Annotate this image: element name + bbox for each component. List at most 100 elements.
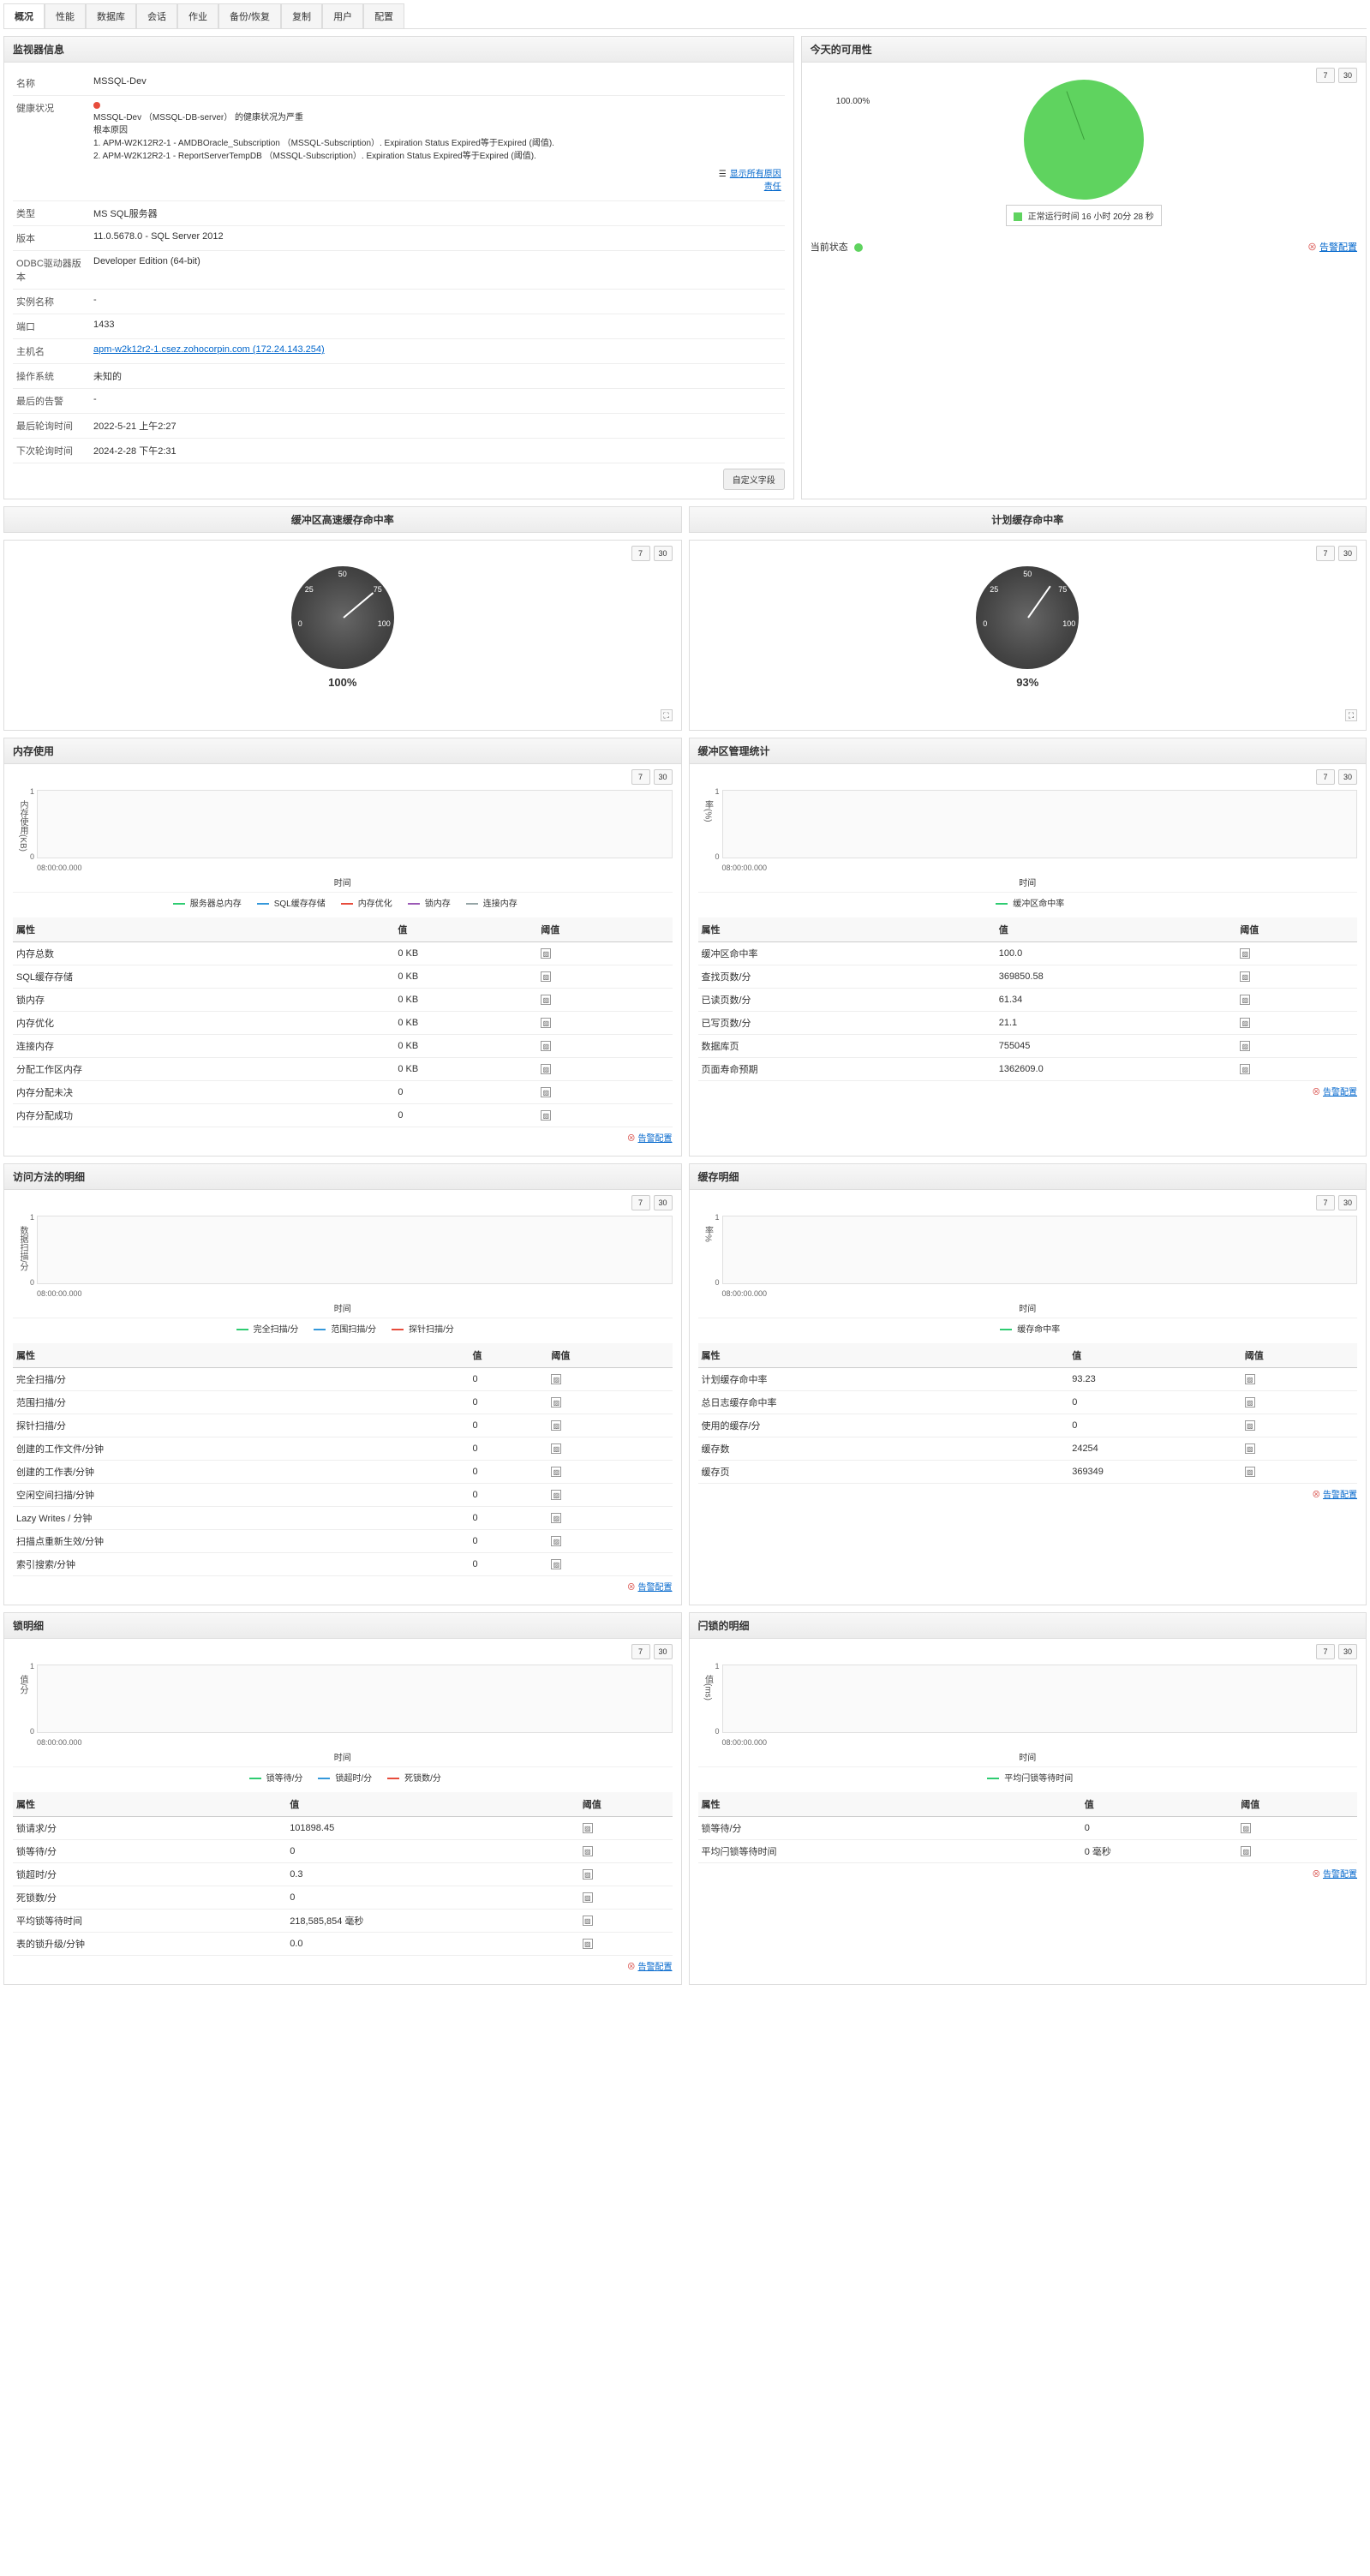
- range-30-button[interactable]: 30: [654, 546, 673, 561]
- tab-0[interactable]: 概况: [3, 3, 45, 28]
- x-start-label: 08:00:00.000: [37, 864, 673, 872]
- threshold-icon[interactable]: ▨: [1245, 1467, 1255, 1477]
- threshold-icon[interactable]: ▨: [551, 1467, 561, 1477]
- threshold-icon[interactable]: ▨: [551, 1559, 561, 1569]
- expand-icon[interactable]: ⛶: [661, 709, 673, 721]
- table-row: 锁等待/分0▨: [698, 1817, 1358, 1840]
- table-row: 锁内存0 KB▨: [13, 989, 673, 1012]
- threshold-icon[interactable]: ▨: [541, 1041, 551, 1051]
- tab-6[interactable]: 复制: [281, 3, 322, 28]
- table-row: 计划缓存命中率93.23▨: [698, 1368, 1358, 1391]
- threshold-icon[interactable]: ▨: [541, 1064, 551, 1074]
- tab-7[interactable]: 用户: [322, 3, 363, 28]
- alert-config-link[interactable]: 告警配置: [1323, 1088, 1357, 1097]
- range-7-button[interactable]: 7: [631, 1195, 650, 1210]
- data-table: 属性值阈值 计划缓存命中率93.23▨总日志缓存命中率0▨使用的缓存/分0▨缓存…: [698, 1343, 1358, 1484]
- table-row: 表的锁升级/分钟0.0▨: [13, 1933, 673, 1956]
- threshold-icon[interactable]: ▨: [1240, 1041, 1250, 1051]
- range-7-button[interactable]: 7: [631, 546, 650, 561]
- panel-title: 闩锁的明细: [690, 1613, 1367, 1639]
- threshold-icon[interactable]: ▨: [551, 1374, 561, 1384]
- threshold-icon[interactable]: ▨: [583, 1892, 593, 1903]
- alert-config-link[interactable]: 告警配置: [1323, 1870, 1357, 1880]
- buffer-cache-value: 100%: [13, 676, 673, 689]
- threshold-icon[interactable]: ▨: [1245, 1420, 1255, 1431]
- table-row: 索引搜索/分钟0▨: [13, 1553, 673, 1576]
- threshold-icon[interactable]: ▨: [1241, 1846, 1251, 1856]
- tab-8[interactable]: 配置: [363, 3, 404, 28]
- threshold-icon[interactable]: ▨: [551, 1490, 561, 1500]
- threshold-icon[interactable]: ▨: [1240, 1018, 1250, 1028]
- threshold-icon[interactable]: ▨: [583, 1869, 593, 1880]
- range-30-button[interactable]: 30: [1338, 546, 1357, 561]
- alert-config-link[interactable]: 告警配置: [638, 1583, 673, 1593]
- threshold-icon[interactable]: ▨: [551, 1513, 561, 1523]
- monitor-info-title: 监视器信息: [4, 37, 793, 63]
- range-30-button[interactable]: 30: [1338, 1644, 1357, 1659]
- threshold-icon[interactable]: ▨: [551, 1443, 561, 1454]
- show-all-reasons-link[interactable]: 显示所有原因: [730, 170, 781, 179]
- panel-title: 缓存明细: [690, 1164, 1367, 1190]
- tab-3[interactable]: 会话: [136, 3, 177, 28]
- threshold-icon[interactable]: ▨: [1240, 995, 1250, 1005]
- alert-config-link[interactable]: 告警配置: [638, 1134, 673, 1144]
- threshold-icon[interactable]: ▨: [1245, 1374, 1255, 1384]
- range-7-button[interactable]: 7: [631, 769, 650, 785]
- table-row: 锁请求/分101898.45▨: [13, 1817, 673, 1840]
- tab-bar: 概况性能数据库会话作业备份/恢复复制用户配置: [3, 3, 1367, 29]
- range-7-button[interactable]: 7: [1316, 1644, 1335, 1659]
- threshold-icon[interactable]: ▨: [583, 1823, 593, 1833]
- range-7-button[interactable]: 7: [1316, 1195, 1335, 1210]
- range-7-button[interactable]: 7: [1316, 546, 1335, 561]
- chart-legend: 缓冲区命中率: [698, 892, 1358, 912]
- range-30-button[interactable]: 30: [1338, 1195, 1357, 1210]
- tab-1[interactable]: 性能: [45, 3, 86, 28]
- table-row: 连接内存0 KB▨: [13, 1035, 673, 1058]
- range-30-button[interactable]: 30: [654, 769, 673, 785]
- range-30-button[interactable]: 30: [654, 1644, 673, 1659]
- tab-5[interactable]: 备份/恢复: [218, 3, 281, 28]
- threshold-icon[interactable]: ▨: [541, 948, 551, 959]
- x-axis-label: 时间: [698, 876, 1358, 888]
- line-chart: 10: [722, 1216, 1358, 1284]
- range-30-button[interactable]: 30: [1338, 769, 1357, 785]
- alert-config-link[interactable]: 告警配置: [1319, 242, 1357, 253]
- threshold-icon[interactable]: ▨: [541, 971, 551, 982]
- alert-config-link[interactable]: 告警配置: [638, 1963, 673, 1972]
- threshold-icon[interactable]: ▨: [1245, 1397, 1255, 1408]
- threshold-icon[interactable]: ▨: [583, 1846, 593, 1856]
- threshold-icon[interactable]: ▨: [551, 1420, 561, 1431]
- data-table: 属性值阈值 锁请求/分101898.45▨锁等待/分0▨锁超时/分0.3▨死锁数…: [13, 1792, 673, 1956]
- threshold-icon[interactable]: ▨: [551, 1536, 561, 1546]
- tab-2[interactable]: 数据库: [86, 3, 136, 28]
- threshold-icon[interactable]: ▨: [1240, 948, 1250, 959]
- threshold-icon[interactable]: ▨: [541, 995, 551, 1005]
- tab-4[interactable]: 作业: [177, 3, 218, 28]
- custom-fields-button[interactable]: 自定义字段: [723, 469, 785, 490]
- threshold-icon[interactable]: ▨: [1240, 1064, 1250, 1074]
- table-row: 已写页数/分21.1▨: [698, 1012, 1358, 1035]
- panel-title: 访问方法的明细: [4, 1164, 681, 1190]
- threshold-icon[interactable]: ▨: [583, 1916, 593, 1926]
- line-chart: 10: [37, 1665, 673, 1733]
- threshold-icon[interactable]: ▨: [1245, 1443, 1255, 1454]
- threshold-icon[interactable]: ▨: [1240, 971, 1250, 982]
- range-30-button[interactable]: 30: [654, 1195, 673, 1210]
- range-7-button[interactable]: 7: [1316, 769, 1335, 785]
- threshold-icon[interactable]: ▨: [583, 1939, 593, 1949]
- table-row: 平均锁等待时间218,585,854 毫秒▨: [13, 1910, 673, 1933]
- threshold-icon[interactable]: ▨: [541, 1018, 551, 1028]
- host-link[interactable]: apm-w2k12r2-1.csez.zohocorpin.com (172.2…: [93, 344, 325, 355]
- alert-config-link[interactable]: 告警配置: [1323, 1491, 1357, 1500]
- x-start-label: 08:00:00.000: [722, 1738, 1358, 1747]
- threshold-icon[interactable]: ▨: [1241, 1823, 1251, 1833]
- health-status-icon: [93, 102, 100, 109]
- expand-icon[interactable]: ⛶: [1345, 709, 1357, 721]
- monitor-info-table: 名称MSSQL-Dev 健康状况 MSSQL-Dev （MSSQL-DB-ser…: [13, 71, 785, 463]
- table-row: 已读页数/分61.34▨: [698, 989, 1358, 1012]
- range-7-button[interactable]: 7: [631, 1644, 650, 1659]
- threshold-icon[interactable]: ▨: [541, 1110, 551, 1121]
- threshold-icon[interactable]: ▨: [551, 1397, 561, 1408]
- threshold-icon[interactable]: ▨: [541, 1087, 551, 1097]
- responsibility-link[interactable]: 责任: [764, 182, 781, 192]
